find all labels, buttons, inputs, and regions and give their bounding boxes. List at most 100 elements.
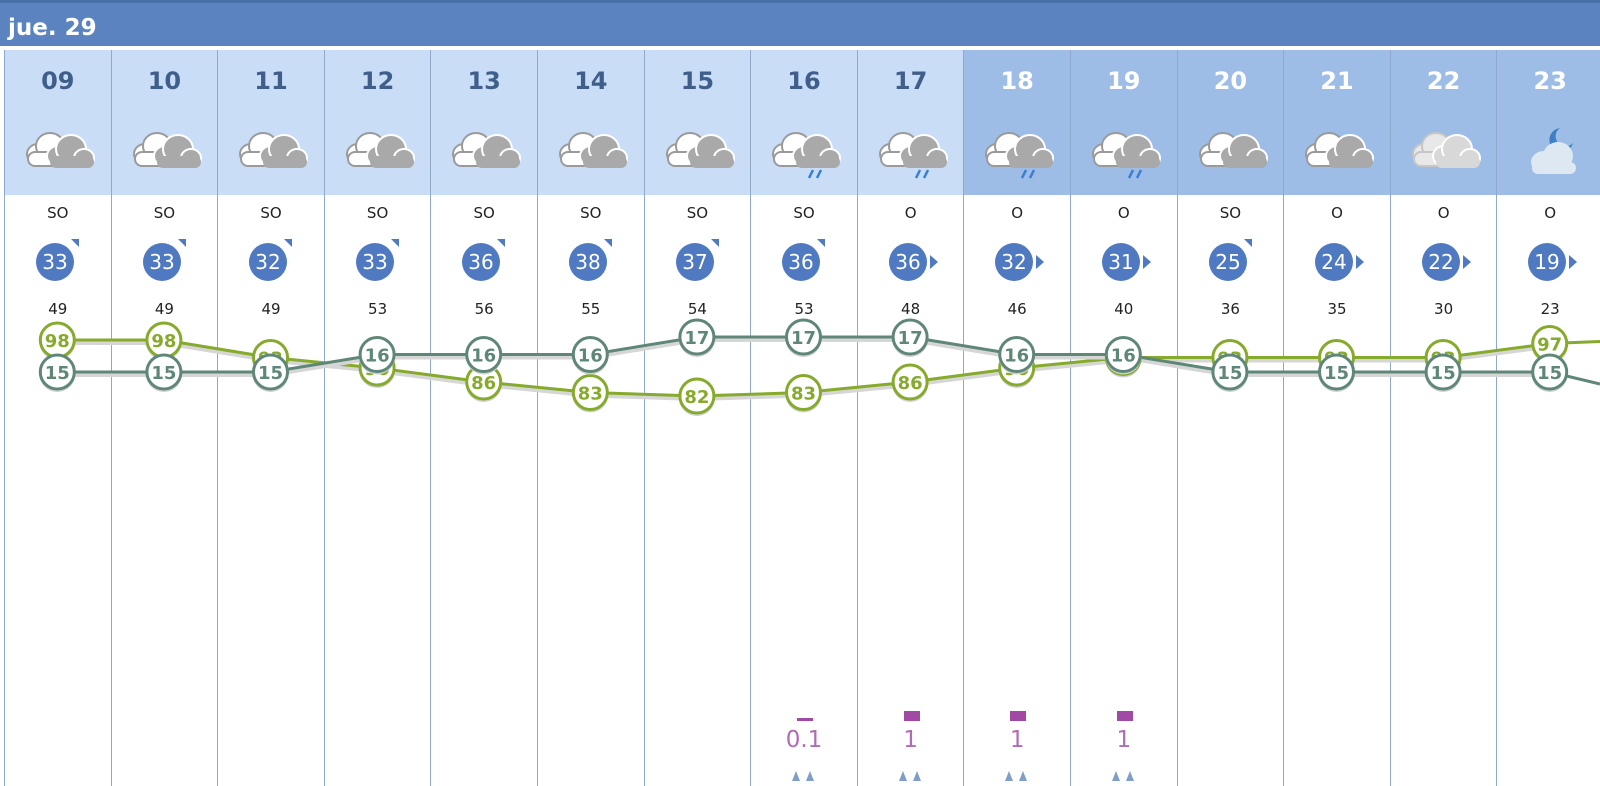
hour-label: 14 (574, 67, 608, 95)
svg-text:36: 36 (469, 250, 494, 274)
hour-header: 12 (324, 50, 431, 195)
raindrop-icon (792, 771, 815, 781)
hour-label: 13 (467, 67, 501, 95)
wind-speed-badge: 32 (248, 237, 298, 283)
wind-direction: SO (580, 204, 602, 222)
wind-speed-badge: 33 (35, 237, 85, 283)
wind-gust: 40 (1114, 300, 1134, 318)
wind-speed-badge: 36 (781, 237, 831, 283)
raindrop-icon (1112, 771, 1134, 781)
wind-gust: 49 (154, 300, 174, 318)
header-gap (0, 46, 1600, 50)
cloudy-rain-icon (875, 122, 951, 180)
svg-text:37: 37 (682, 250, 707, 274)
wind-speed-badge: 24 (1314, 237, 1365, 283)
wind-speed-badge: 36 (461, 237, 511, 283)
hour-column-17: 17 O 36 48 1 (856, 50, 964, 786)
svg-text:22: 22 (1428, 250, 1453, 274)
wind-gust: 36 (1220, 300, 1240, 318)
hour-column-11: 11 SO 32 49 (217, 50, 324, 786)
hour-header: 15 (644, 50, 751, 195)
precipitation-value: 0.1 (785, 727, 823, 753)
day-title: jue. 29 (8, 15, 97, 41)
precipitation-bar (1010, 711, 1027, 721)
svg-text:36: 36 (788, 250, 813, 274)
hour-label: 16 (787, 67, 821, 95)
wind-direction: SO (260, 204, 282, 222)
hour-header: 23 (1497, 50, 1600, 195)
wind-gust: 54 (687, 300, 707, 318)
svg-text:31: 31 (1108, 250, 1133, 274)
wind-direction: SO (366, 204, 389, 222)
precipitation-value: 1 (1116, 727, 1132, 753)
hour-label: 11 (254, 67, 288, 95)
hour-header: 19 (1071, 50, 1177, 195)
wind-speed-badge: 37 (675, 237, 725, 283)
precipitation-bar (1117, 711, 1133, 721)
wind-gust: 35 (1327, 300, 1347, 318)
cloudy-icon (129, 122, 205, 180)
wind-speed-badge: 32 (994, 237, 1045, 283)
svg-text:24: 24 (1321, 250, 1346, 274)
hour-header: 21 (1284, 50, 1390, 195)
hour-label: 12 (360, 67, 395, 95)
wind-gust: 49 (261, 300, 281, 318)
svg-text:33: 33 (362, 250, 387, 274)
wind-speed-badge: 38 (568, 237, 618, 283)
wind-speed-badge: 33 (142, 237, 192, 283)
hour-label: 19 (1107, 67, 1141, 95)
cloudy-icon (22, 122, 98, 180)
wind-gust: 55 (581, 300, 601, 318)
hour-column-20: 20 SO 25 36 (1176, 50, 1284, 786)
cloudy-icon (555, 122, 631, 180)
cloudy-icon (662, 122, 738, 180)
cloudy-rain-icon (768, 122, 844, 180)
precipitation: 1 (964, 705, 1070, 785)
svg-text:38: 38 (575, 250, 600, 274)
hour-column-09: 09 SO 33 49 (4, 50, 111, 786)
hour-label: 10 (147, 67, 182, 95)
hour-column-22: 22 O 22 30 (1389, 50, 1497, 786)
moon-cloud-icon (1514, 122, 1590, 180)
hour-header: 13 (431, 50, 537, 195)
wind-speed-badge: 19 (1527, 237, 1578, 283)
hour-header: 14 (538, 50, 644, 195)
hour-column-21: 21 O 24 35 (1283, 50, 1390, 786)
precipitation-bar (797, 718, 814, 721)
hour-column-16: 16 SO 36 53 0.1 (750, 50, 857, 786)
hour-label: 09 (41, 67, 75, 95)
wind-gust: 49 (48, 300, 68, 318)
precipitation: 1 (1071, 705, 1177, 785)
hour-header: 17 (857, 50, 964, 195)
cloudy-icon (1195, 122, 1271, 180)
wind-gust: 56 (474, 300, 494, 318)
hour-column-15: 15 SO 37 54 (643, 50, 751, 786)
precipitation: 0.1 (751, 705, 857, 785)
svg-text:25: 25 (1215, 250, 1240, 274)
hour-column-12: 12 SO 33 53 (323, 50, 431, 786)
wind-direction: O (904, 204, 917, 222)
hour-header: 22 (1390, 50, 1497, 195)
hour-label: 22 (1426, 67, 1461, 95)
hour-header: 16 (751, 50, 857, 195)
precipitation-bar (903, 711, 920, 721)
hour-column-23: 23 O 19 23 (1496, 50, 1600, 786)
wind-direction: SO (473, 204, 495, 222)
cloudy-icon (235, 122, 311, 180)
hour-column-10: 10 SO 33 49 (110, 50, 218, 786)
wind-direction: SO (686, 204, 709, 222)
wind-gust: 53 (368, 300, 388, 318)
svg-text:33: 33 (42, 250, 67, 274)
wind-speed-badge: 33 (355, 237, 405, 283)
hour-header: 11 (218, 50, 324, 195)
wind-direction: SO (793, 204, 815, 222)
light-cloud-icon (1408, 122, 1484, 180)
cloudy-rain-icon (981, 122, 1057, 180)
cloudy-icon (1301, 122, 1377, 180)
wind-direction: O (1117, 204, 1130, 222)
wind-gust: 48 (901, 300, 921, 318)
day-header: jue. 29 (0, 0, 1600, 46)
precipitation-value: 1 (903, 727, 918, 753)
cloudy-rain-icon (1088, 122, 1164, 180)
wind-speed-badge: 36 (888, 237, 938, 283)
